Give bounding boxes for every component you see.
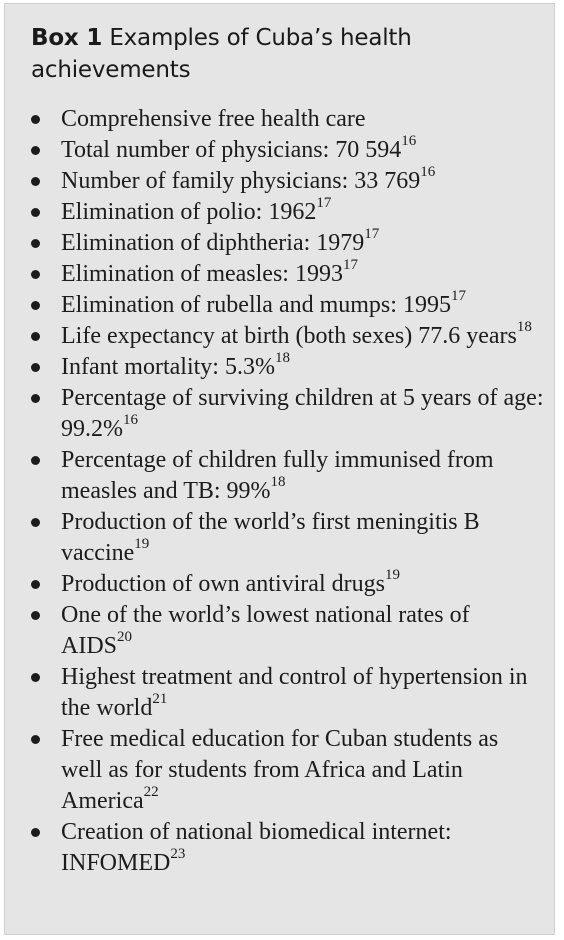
bullet-icon <box>31 208 40 217</box>
bullet-icon <box>31 115 40 124</box>
list-item: Highest treatment and control of hyperte… <box>25 662 545 724</box>
list-item: Total number of physicians: 70 59416 <box>25 133 545 166</box>
item-text: Life expectancy at birth (both sexes) 77… <box>61 323 517 349</box>
reference-superscript: 17 <box>450 288 466 304</box>
item-text: Percentage of surviving children at 5 ye… <box>61 385 544 442</box>
item-text: Total number of physicians: 70 594 <box>61 137 402 163</box>
item-text: Elimination of rubella and mumps: 1995 <box>61 292 451 318</box>
achievements-list: Comprehensive free health care Total numb… <box>25 104 545 879</box>
list-item: Free medical education for Cuban student… <box>25 724 545 817</box>
item-text: Free medical education for Cuban student… <box>61 726 499 814</box>
item-text: Creation of national biomedical internet… <box>61 819 452 876</box>
list-item: Percentage of surviving children at 5 ye… <box>25 383 545 445</box>
item-text: One of the world’s lowest national rates… <box>61 602 470 659</box>
box-title: Box 1 Examples of Cuba’s health achievem… <box>31 22 531 86</box>
reference-superscript: 17 <box>316 195 332 211</box>
reference-superscript: 17 <box>342 257 358 273</box>
reference-superscript: 18 <box>270 474 286 490</box>
item-text: Comprehensive free health care <box>61 106 366 132</box>
item-text: Elimination of measles: 1993 <box>61 261 343 287</box>
bullet-icon <box>31 394 40 403</box>
item-text: Highest treatment and control of hyperte… <box>61 664 528 721</box>
bullet-icon <box>31 301 40 310</box>
item-text: Production of the world’s first meningit… <box>61 509 480 566</box>
list-item: Life expectancy at birth (both sexes) 77… <box>25 319 545 352</box>
reference-superscript: 16 <box>123 412 138 428</box>
item-text: Elimination of polio: 1962 <box>61 199 317 225</box>
list-item: Percentage of children fully immunised f… <box>25 445 545 507</box>
list-item: Number of family physicians: 33 76916 <box>25 164 545 197</box>
item-text: Production of own antiviral drugs <box>61 571 385 597</box>
list-item: Production of own antiviral drugs19 <box>25 567 545 600</box>
list-item: Production of the world’s first meningit… <box>25 507 545 569</box>
bullet-icon <box>31 332 40 341</box>
item-text: Infant mortality: 5.3% <box>61 354 275 380</box>
reference-superscript: 23 <box>170 846 186 862</box>
reference-superscript: 19 <box>134 536 150 552</box>
bullet-icon <box>31 673 40 682</box>
item-text: Elimination of diphtheria: 1979 <box>61 230 365 256</box>
box-title-text: Examples of Cuba’s health achievements <box>31 25 412 83</box>
list-item: Creation of national biomedical internet… <box>25 817 545 879</box>
reference-superscript: 22 <box>143 784 159 800</box>
bullet-icon <box>31 177 40 186</box>
list-item: Infant mortality: 5.3%18 <box>25 350 545 383</box>
bullet-icon <box>31 456 40 465</box>
bullet-icon <box>31 828 40 837</box>
list-item: Elimination of polio: 196217 <box>25 195 545 228</box>
list-item: Elimination of measles: 199317 <box>25 257 545 290</box>
bullet-icon <box>31 239 40 248</box>
list-item: Elimination of rubella and mumps: 199517 <box>25 288 545 321</box>
item-text: Number of family physicians: 33 769 <box>61 168 421 194</box>
reference-superscript: 16 <box>420 164 436 180</box>
list-item: Elimination of diphtheria: 197917 <box>25 226 545 259</box>
reference-superscript: 17 <box>364 226 380 242</box>
item-text: Percentage of children fully immunised f… <box>61 447 494 504</box>
list-item: One of the world’s lowest national rates… <box>25 600 545 662</box>
reference-superscript: 19 <box>384 567 400 583</box>
bullet-icon <box>31 146 40 155</box>
reference-superscript: 18 <box>274 350 290 366</box>
bullet-icon <box>31 611 40 620</box>
box-label: Box 1 <box>31 25 103 51</box>
bullet-icon <box>31 270 40 279</box>
health-achievements-box: Box 1 Examples of Cuba’s health achievem… <box>4 3 555 935</box>
reference-superscript: 16 <box>401 133 417 149</box>
list-item: Comprehensive free health care <box>25 104 545 135</box>
bullet-icon <box>31 363 40 372</box>
bullet-icon <box>31 580 40 589</box>
bullet-icon <box>31 735 40 744</box>
bullet-icon <box>31 518 40 527</box>
reference-superscript: 21 <box>152 691 168 707</box>
reference-superscript: 18 <box>516 319 532 335</box>
reference-superscript: 20 <box>117 629 133 645</box>
